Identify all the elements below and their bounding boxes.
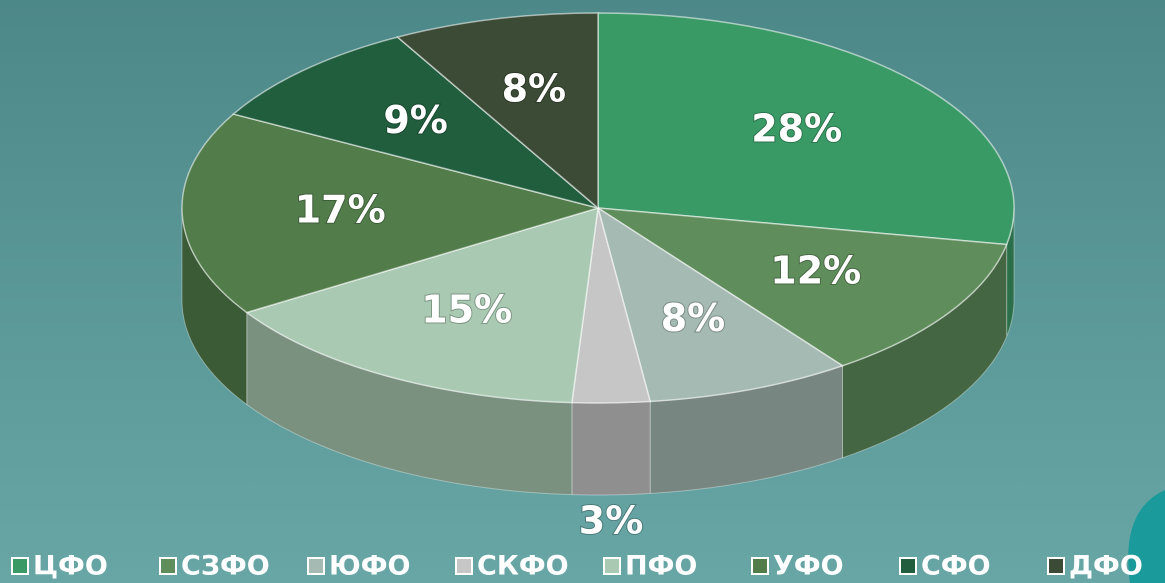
legend-marker xyxy=(899,557,917,575)
pie-slice xyxy=(596,206,845,403)
data-label: 15% xyxy=(421,288,512,332)
pie-slice xyxy=(396,12,599,210)
pie-side xyxy=(571,400,651,496)
legend-label: ЦФО xyxy=(33,551,108,582)
legend-marker xyxy=(159,557,177,575)
pie-slice xyxy=(245,206,599,404)
data-label: 28% xyxy=(751,106,842,150)
legend-label: СКФО xyxy=(477,551,569,582)
pie-slice xyxy=(597,207,1008,367)
pie-slice xyxy=(597,12,1015,246)
legend-label: УФО xyxy=(773,551,844,582)
pie-slice xyxy=(181,113,601,314)
data-label: 9% xyxy=(383,98,448,142)
legend-marker xyxy=(751,557,769,575)
legend-marker xyxy=(11,557,29,575)
data-label: 17% xyxy=(295,187,386,231)
legend-marker xyxy=(603,557,621,575)
pie-slice xyxy=(231,36,599,209)
legend-label: ПФО xyxy=(625,551,697,582)
legend-marker xyxy=(307,557,325,575)
data-label: 3% xyxy=(579,498,644,542)
data-label: 8% xyxy=(661,296,726,340)
data-label: 8% xyxy=(502,66,567,110)
legend-label: ЮФО xyxy=(329,551,410,582)
decoration xyxy=(1128,490,1165,583)
data-label: 12% xyxy=(770,248,861,292)
legend-label: ДФО xyxy=(1069,551,1143,582)
legend-marker xyxy=(455,557,473,575)
legend-label: СЗФО xyxy=(181,551,270,582)
legend-label: СФО xyxy=(921,551,991,582)
legend-marker xyxy=(1047,557,1065,575)
